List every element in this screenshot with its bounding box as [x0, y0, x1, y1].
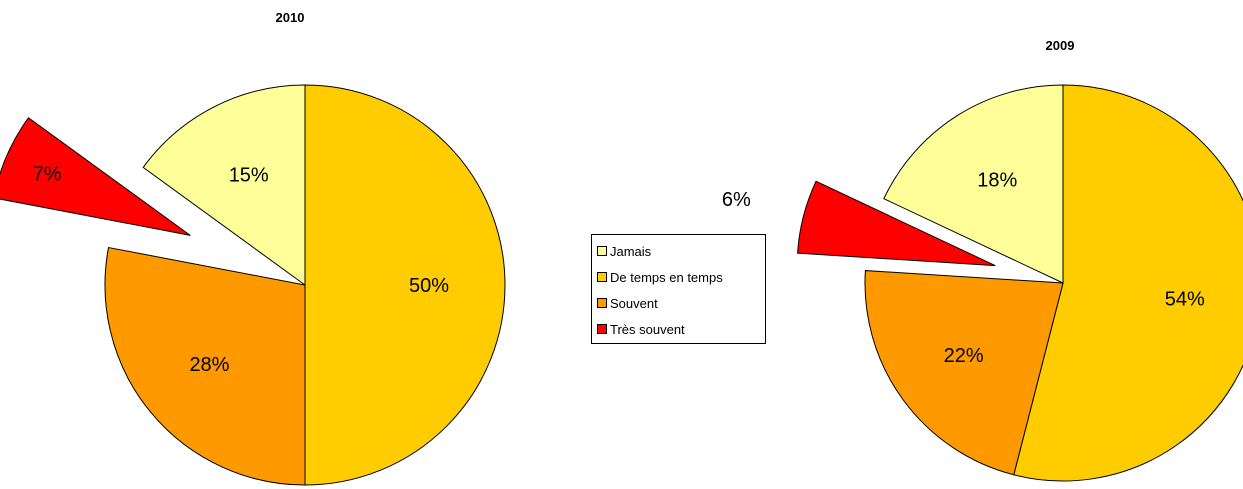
chart-title-2010: 2010	[276, 10, 305, 25]
legend: Jamais De temps en temps Souvent Très so…	[591, 234, 766, 344]
pie-slice-2010-de-temps-en-temps	[304, 84, 506, 486]
pie-slice-2009-de-temps-en-temps	[1013, 84, 1243, 482]
legend-item-tres-souvent: Très souvent	[597, 316, 765, 342]
pie-slice-2009-souvent	[864, 270, 1064, 476]
slice-label-2010-de-temps-en-temps: 50%	[409, 275, 449, 297]
pie-chart-2009: 2009 54% 22% 6% 18%	[722, 38, 1243, 482]
pie-slice-2010-jamais	[142, 84, 306, 286]
legend-label-de-temps-en-temps: De temps en temps	[610, 269, 723, 285]
pie-slice-2010-souvent	[104, 246, 306, 486]
slice-label-2010-souvent: 28%	[189, 354, 229, 376]
slice-label-2009-tres-souvent: 6%	[722, 189, 751, 211]
pie-slice-2009-jamais	[883, 84, 1064, 284]
legend-label-jamais: Jamais	[610, 243, 652, 259]
slice-label-2009-souvent: 22%	[944, 345, 984, 367]
legend-item-souvent: Souvent	[597, 290, 765, 316]
chart-title-2009: 2009	[1046, 38, 1075, 53]
slice-label-2009-jamais: 18%	[977, 169, 1017, 191]
pie-chart-2010: 2010 50% 28% 7% 15%	[0, 10, 506, 486]
legend-swatch-jamais	[597, 246, 607, 256]
legend-swatch-de-temps-en-temps	[597, 272, 607, 282]
slice-label-2009-de-temps-en-temps: 54%	[1165, 288, 1205, 310]
legend-label-tres-souvent: Très souvent	[610, 321, 685, 337]
legend-item-jamais: Jamais	[597, 238, 765, 264]
pie-slice-2009-tres-souvent	[797, 180, 996, 267]
slice-label-2010-tres-souvent: 7%	[33, 163, 62, 185]
legend-item-de-temps-en-temps: De temps en temps	[597, 264, 765, 290]
pie-slice-2010-tres-souvent	[0, 117, 191, 236]
legend-swatch-tres-souvent	[597, 324, 607, 334]
legend-label-souvent: Souvent	[610, 295, 658, 311]
slice-label-2010-jamais: 15%	[229, 165, 269, 187]
legend-swatch-souvent	[597, 298, 607, 308]
